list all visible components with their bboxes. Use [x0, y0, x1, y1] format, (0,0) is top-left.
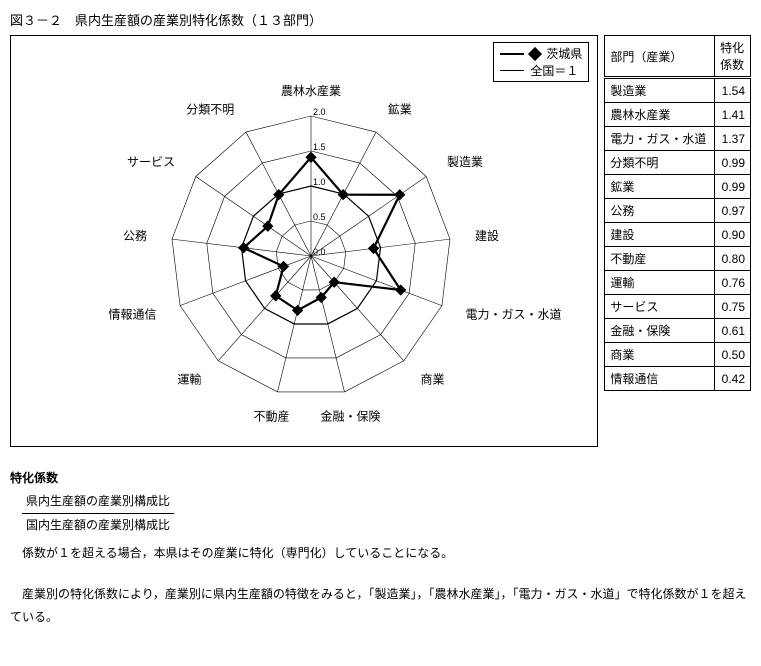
- svg-text:不動産: 不動産: [253, 408, 289, 423]
- table-row: 建設0.90: [605, 223, 751, 247]
- notes-section: 特化係数 県内生産額の産業別構成比 国内生産額の産業別構成比 係数が１を超える場…: [10, 467, 751, 629]
- notes-heading: 特化係数: [10, 467, 751, 490]
- figure-title: 図３－２ 県内生産額の産業別特化係数（１３部門）: [10, 10, 751, 29]
- notes-line2: 産業別の特化係数により，産業別に県内生産額の特徴をみると，「製造業」，「農林水産…: [10, 583, 751, 629]
- table-cell-value: 0.50: [715, 343, 751, 367]
- table-row: サービス0.75: [605, 295, 751, 319]
- svg-text:製造業: 製造業: [447, 155, 483, 169]
- table-cell-name: 金融・保険: [605, 319, 715, 343]
- table-cell-name: 農林水産業: [605, 103, 715, 127]
- table-col-coef: 特化 係数: [715, 36, 751, 78]
- table-col-sector: 部門（産業）: [605, 36, 715, 78]
- svg-text:分類不明: 分類不明: [186, 103, 234, 117]
- chart-legend: 茨城県 全国＝１: [493, 42, 589, 82]
- fraction-numerator: 県内生産額の産業別構成比: [22, 490, 174, 514]
- radar-chart: 0.0 0.5 1.0 1.5 2.0 農林水産業鉱業製造業建設電力・ガス・水道商業金融・…: [10, 35, 598, 447]
- svg-text:商業: 商業: [421, 372, 445, 387]
- svg-text:0.5: 0.5: [313, 212, 326, 222]
- table-cell-name: 鉱業: [605, 175, 715, 199]
- table-row: 電力・ガス・水道1.37: [605, 127, 751, 151]
- svg-text:2.0: 2.0: [313, 107, 326, 117]
- table-cell-name: 電力・ガス・水道: [605, 127, 715, 151]
- svg-text:サービス: サービス: [127, 155, 175, 169]
- table-cell-name: サービス: [605, 295, 715, 319]
- table-row: 製造業1.54: [605, 78, 751, 103]
- coefficient-table: 部門（産業） 特化 係数 製造業1.54農林水産業1.41電力・ガス・水道1.3…: [604, 35, 751, 447]
- legend-baseline: 全国＝１: [530, 62, 578, 79]
- table-cell-value: 0.80: [715, 247, 751, 271]
- table-cell-value: 1.37: [715, 127, 751, 151]
- svg-text:公務: 公務: [123, 229, 147, 243]
- legend-series: 茨城県: [546, 45, 582, 62]
- table-cell-value: 0.42: [715, 367, 751, 391]
- table-cell-value: 0.76: [715, 271, 751, 295]
- table-cell-value: 0.90: [715, 223, 751, 247]
- table-row: 鉱業0.99: [605, 175, 751, 199]
- table-cell-value: 0.61: [715, 319, 751, 343]
- table-cell-name: 商業: [605, 343, 715, 367]
- table-cell-name: 不動産: [605, 247, 715, 271]
- table-row: 金融・保険0.61: [605, 319, 751, 343]
- svg-text:運輸: 運輸: [177, 372, 201, 387]
- notes-line1: 係数が１を超える場合，本県はその産業に特化（専門化）していることになる。: [22, 542, 751, 565]
- svg-text:1.0: 1.0: [313, 177, 326, 187]
- table-cell-value: 1.54: [715, 78, 751, 103]
- table-row: 分類不明0.99: [605, 151, 751, 175]
- table-cell-value: 0.97: [715, 199, 751, 223]
- table-cell-name: 製造業: [605, 78, 715, 103]
- fraction-denominator: 国内生産額の産業別構成比: [22, 514, 174, 537]
- table-cell-name: 情報通信: [605, 367, 715, 391]
- svg-text:鉱業: 鉱業: [388, 102, 412, 117]
- table-row: 商業0.50: [605, 343, 751, 367]
- svg-text:0.0: 0.0: [313, 247, 326, 257]
- svg-text:1.5: 1.5: [313, 142, 326, 152]
- svg-text:情報通信: 情報通信: [109, 308, 157, 322]
- table-cell-name: 公務: [605, 199, 715, 223]
- table-cell-value: 0.99: [715, 151, 751, 175]
- table-cell-name: 分類不明: [605, 151, 715, 175]
- table-row: 不動産0.80: [605, 247, 751, 271]
- svg-text:農林水産業: 農林水産業: [281, 83, 341, 98]
- table-row: 農林水産業1.41: [605, 103, 751, 127]
- svg-text:建設: 建設: [475, 228, 499, 243]
- table-cell-name: 運輸: [605, 271, 715, 295]
- svg-text:電力・ガス・水道: 電力・ガス・水道: [465, 308, 561, 322]
- table-cell-value: 0.99: [715, 175, 751, 199]
- table-row: 運輸0.76: [605, 271, 751, 295]
- svg-text:金融・保険: 金融・保険: [321, 408, 381, 423]
- diamond-icon: [528, 46, 542, 60]
- table-cell-name: 建設: [605, 223, 715, 247]
- table-row: 情報通信0.42: [605, 367, 751, 391]
- table-cell-value: 0.75: [715, 295, 751, 319]
- table-row: 公務0.97: [605, 199, 751, 223]
- table-cell-value: 1.41: [715, 103, 751, 127]
